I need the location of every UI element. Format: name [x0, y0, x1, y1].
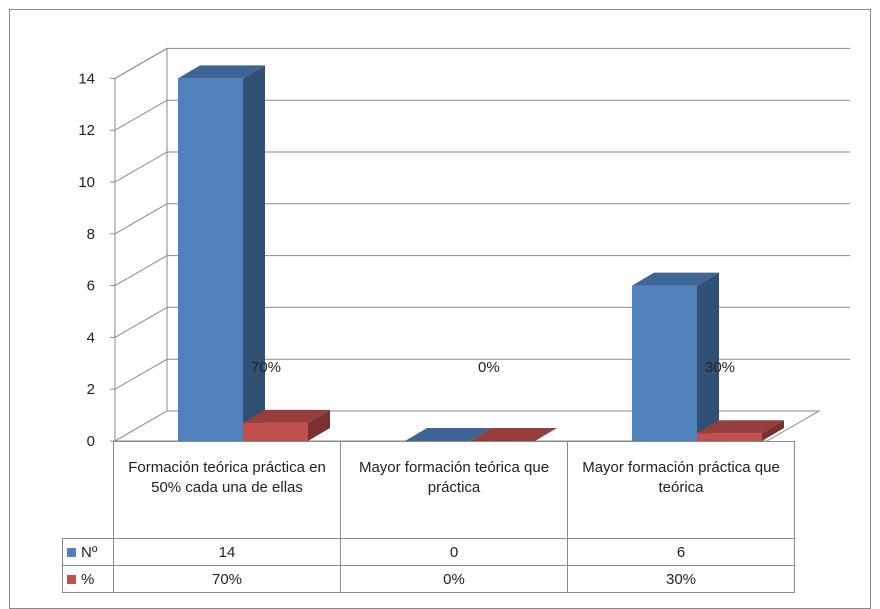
table-cell: 30%	[568, 566, 795, 593]
table-cell: 0	[341, 539, 568, 566]
side-wall	[115, 48, 167, 441]
bar-pct-front	[243, 423, 308, 441]
category-label: Formación teórica práctica en 50% cada u…	[114, 442, 341, 539]
data-label: 0%	[478, 359, 500, 376]
y-tick-label: 14	[78, 70, 95, 87]
bar-n	[178, 65, 265, 441]
legend-label: Nº	[81, 544, 97, 561]
table-cell: 70%	[114, 566, 341, 593]
category-label: Mayor formación práctica que teórica	[568, 442, 795, 539]
legend-entry-n: Nº	[63, 539, 114, 566]
bar-pct-front	[697, 433, 762, 441]
y-tick-label: 10	[78, 174, 95, 191]
y-tick-label: 12	[78, 122, 95, 139]
bar-n	[632, 273, 719, 441]
legend-label: %	[81, 571, 94, 588]
table-corner	[63, 442, 114, 539]
y-tick-label: 2	[87, 381, 95, 398]
legend-key-n	[67, 548, 76, 557]
table-cell: 14	[114, 539, 341, 566]
y-tick-label: 4	[87, 329, 95, 346]
bar-n-front	[178, 78, 243, 441]
bar-n-front	[632, 286, 697, 441]
data-label: 70%	[251, 359, 281, 376]
bar-n-side	[243, 65, 265, 441]
data-table: Formación teórica práctica en 50% cada u…	[62, 441, 795, 593]
category-label: Mayor formación teórica que práctica	[341, 442, 568, 539]
data-label: 30%	[705, 359, 735, 376]
bar-n-side	[697, 273, 719, 441]
y-tick-label: 8	[87, 226, 95, 243]
y-tick-label: 6	[87, 278, 95, 295]
table-cell: 0%	[341, 566, 568, 593]
table-cell: 6	[568, 539, 795, 566]
legend-key-pct	[67, 575, 76, 584]
legend-entry-pct: %	[63, 566, 114, 593]
